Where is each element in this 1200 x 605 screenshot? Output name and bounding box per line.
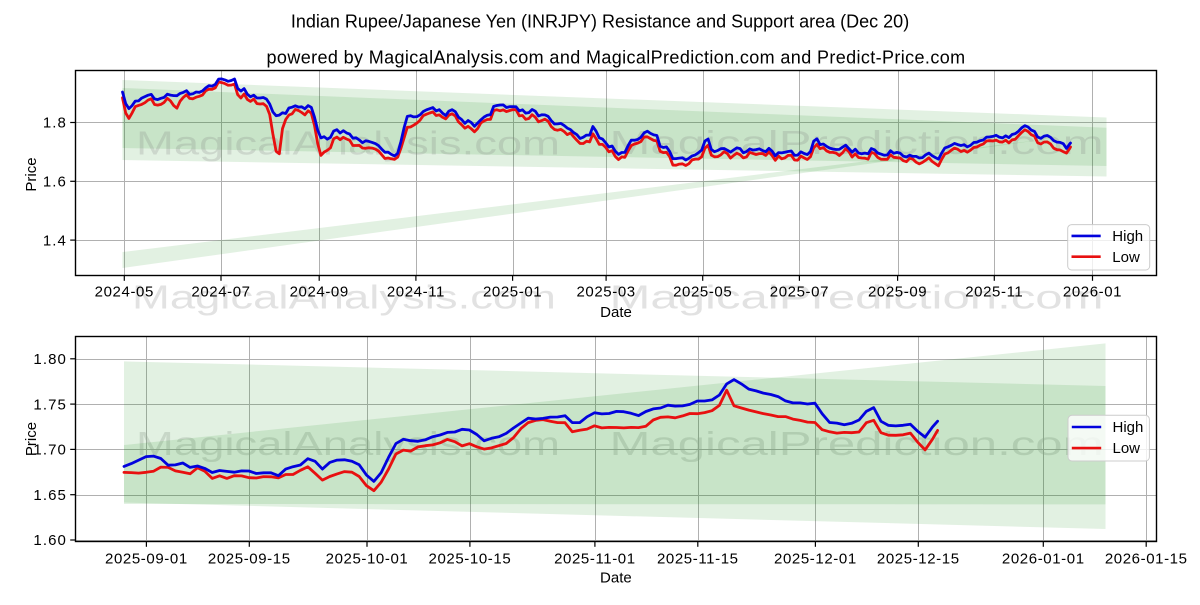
svg-text:2025-09-15: 2025-09-15: [208, 550, 291, 567]
svg-text:MagicalAnalysis.com: MagicalAnalysis.com: [136, 426, 560, 463]
svg-text:Low: Low: [1112, 249, 1140, 266]
svg-text:Indian Rupee/Japanese Yen (INR: Indian Rupee/Japanese Yen (INRJPY) Resis…: [291, 11, 909, 31]
svg-text:powered by MagicalAnalysis.com: powered by MagicalAnalysis.com and Magic…: [267, 48, 966, 68]
svg-text:2025-01: 2025-01: [483, 284, 542, 301]
svg-text:2024-05: 2024-05: [95, 284, 154, 301]
svg-text:2025-10-01: 2025-10-01: [326, 550, 409, 567]
svg-text:2025-05: 2025-05: [673, 284, 732, 301]
svg-text:High: High: [1113, 419, 1144, 436]
svg-text:2025-12-01: 2025-12-01: [774, 550, 857, 567]
svg-text:2025-09: 2025-09: [868, 284, 927, 301]
svg-text:2025-03: 2025-03: [576, 284, 635, 301]
svg-text:2025-11-15: 2025-11-15: [657, 550, 739, 567]
svg-text:1.8: 1.8: [43, 115, 67, 132]
svg-text:MagicalAnalysis.com: MagicalAnalysis.com: [132, 280, 556, 317]
svg-text:2025-09-01: 2025-09-01: [105, 550, 188, 567]
svg-text:1.4: 1.4: [43, 232, 67, 249]
svg-text:2026-01-15: 2026-01-15: [1105, 550, 1188, 567]
svg-text:2024-11: 2024-11: [387, 284, 445, 301]
svg-text:1.6: 1.6: [43, 174, 67, 191]
svg-text:1.70: 1.70: [33, 442, 67, 459]
svg-text:Date: Date: [600, 304, 632, 321]
svg-text:Price: Price: [23, 422, 40, 456]
svg-text:2025-11-01: 2025-11-01: [554, 550, 636, 567]
svg-text:Low: Low: [1113, 440, 1141, 457]
svg-text:High: High: [1112, 228, 1143, 245]
svg-text:2026-01-01: 2026-01-01: [1002, 550, 1085, 567]
svg-text:1.80: 1.80: [33, 351, 67, 368]
svg-text:2025-11: 2025-11: [965, 284, 1023, 301]
svg-text:2025-07: 2025-07: [770, 284, 829, 301]
svg-text:1.75: 1.75: [33, 396, 67, 413]
svg-text:Price: Price: [23, 157, 40, 191]
svg-text:1.60: 1.60: [33, 532, 67, 549]
svg-text:2024-09: 2024-09: [290, 284, 349, 301]
svg-text:2026-01: 2026-01: [1063, 284, 1122, 301]
svg-text:Date: Date: [600, 570, 632, 587]
svg-text:1.65: 1.65: [33, 487, 67, 504]
svg-text:2024-07: 2024-07: [191, 284, 250, 301]
svg-text:2025-10-15: 2025-10-15: [429, 550, 512, 567]
svg-text:MagicalAnalysis.com: MagicalAnalysis.com: [136, 126, 560, 163]
svg-text:MagicalPrediction.com: MagicalPrediction.com: [610, 280, 1104, 317]
svg-text:2025-12-15: 2025-12-15: [877, 550, 960, 567]
